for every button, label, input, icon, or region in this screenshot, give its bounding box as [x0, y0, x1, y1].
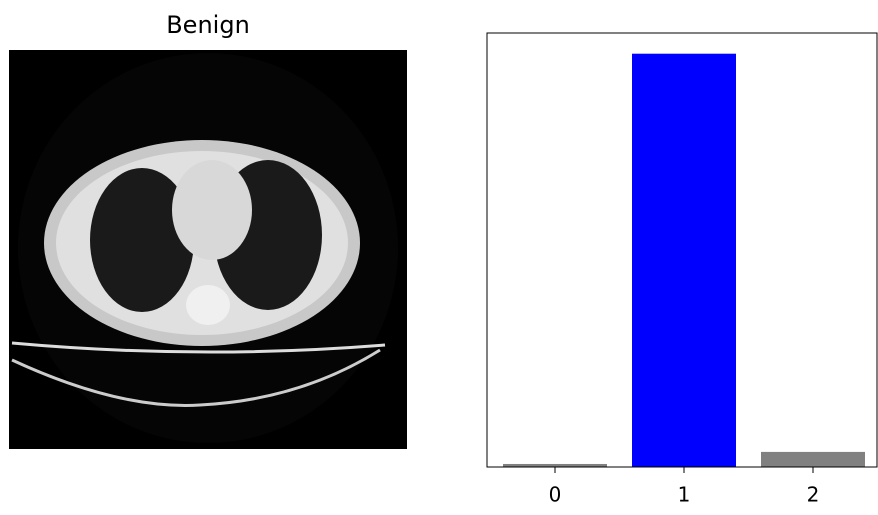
bar [761, 451, 865, 467]
bar [503, 463, 607, 467]
bar [632, 53, 736, 467]
bar-chart: 0 1 2 [486, 32, 878, 507]
ct-image [9, 50, 407, 449]
image-title: Benign [166, 11, 250, 39]
axes-frame [486, 32, 878, 468]
x-tick-label: 0 [549, 483, 562, 507]
x-tick-label: 1 [678, 483, 691, 507]
x-tick-label: 2 [807, 483, 820, 507]
